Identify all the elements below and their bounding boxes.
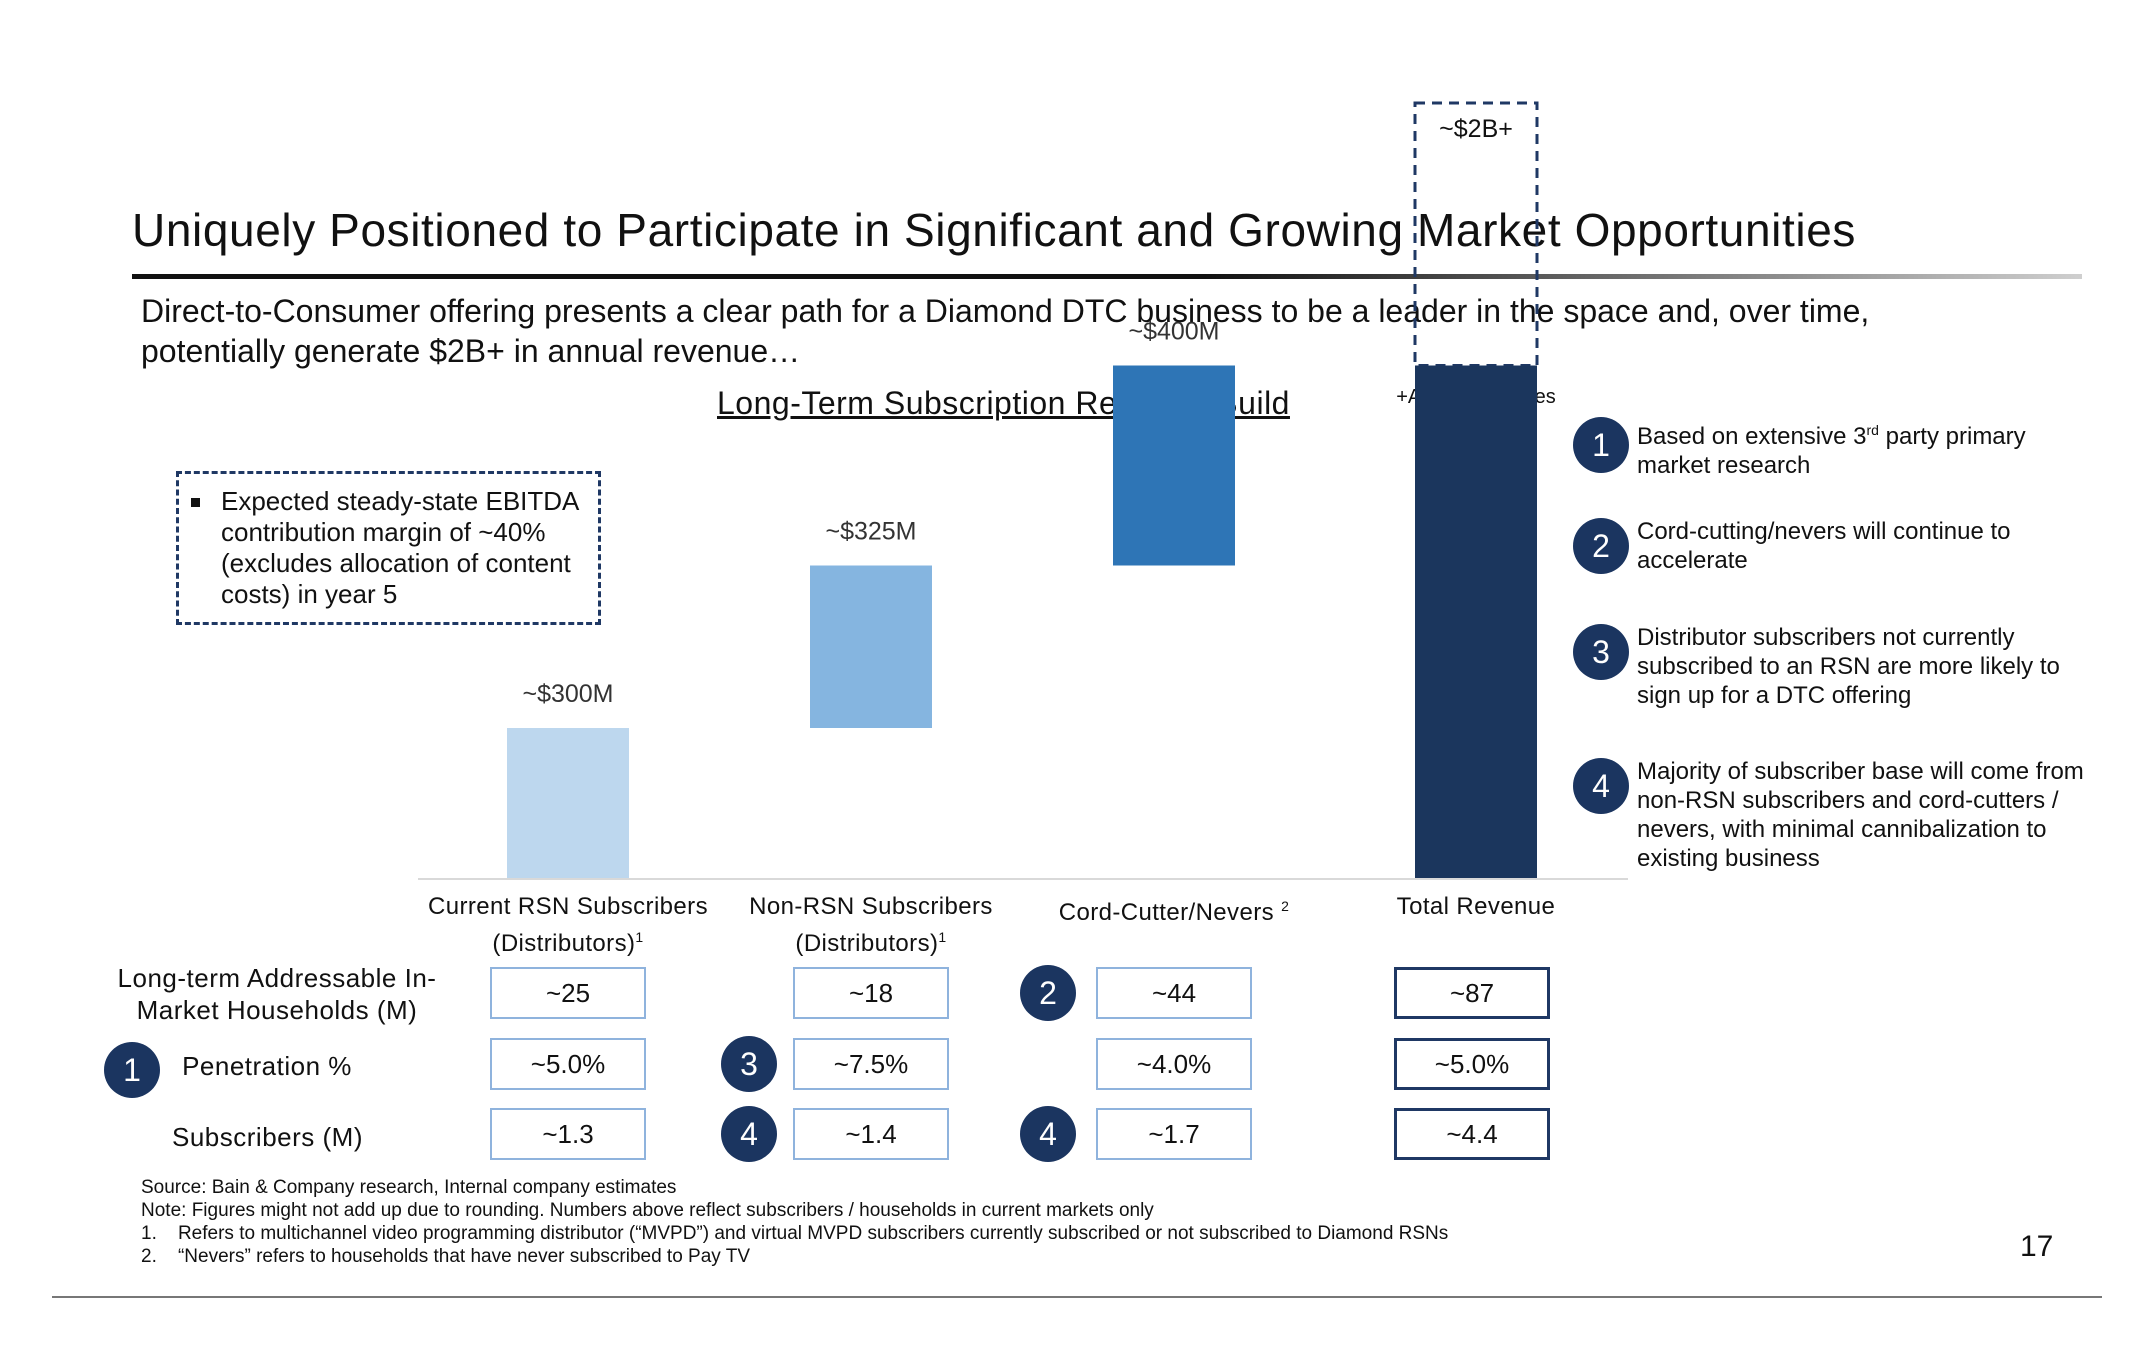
- footnotes: Source: Bain & Company research, Interna…: [141, 1176, 1448, 1268]
- table-cell: ~18: [793, 967, 949, 1019]
- side-note-text: Based on extensive 3rd party primary mar…: [1637, 416, 2097, 480]
- table-cell: ~1.7: [1096, 1108, 1252, 1160]
- ordinal-suffix: rd: [1866, 422, 1879, 438]
- footer-divider: [52, 1296, 2102, 1298]
- badge-2-icon: 2: [1020, 965, 1076, 1021]
- table-cell: ~4.4: [1394, 1108, 1550, 1160]
- badge-3-icon: 3: [721, 1036, 777, 1092]
- bar-1: [810, 565, 932, 728]
- table-cell: ~5.0%: [490, 1038, 646, 1090]
- row-label-subscribers: Subscribers (M): [172, 1122, 363, 1152]
- data-label-total: ~$2B+: [1439, 115, 1513, 143]
- category-label-3: Total Revenue: [1306, 891, 1646, 922]
- ebitda-callout-text: Expected steady-state EBITDA contributio…: [221, 486, 578, 609]
- title-divider: [132, 274, 2082, 279]
- footnote-2: 2. “Nevers” refers to households that ha…: [141, 1246, 751, 1267]
- page-number: 17: [2020, 1230, 2054, 1263]
- side-note-text: Majority of subscriber base will come fr…: [1637, 757, 2097, 873]
- data-label-1: ~$325M: [825, 518, 916, 546]
- side-badge-3-icon: 3: [1573, 624, 1629, 680]
- side-badge-4-icon: 4: [1573, 758, 1629, 814]
- category-label-line1: Non-RSN Subscribers: [749, 893, 993, 920]
- badge-4-icon: 4: [721, 1106, 777, 1162]
- table-cell: ~25: [490, 967, 646, 1019]
- data-label-0: ~$300M: [522, 680, 613, 708]
- footnote-ref: 1: [635, 929, 644, 945]
- category-label-line1: Cord-Cutter/Nevers 2: [1058, 898, 1290, 926]
- side-note-text-part: Based on extensive 3: [1637, 423, 1867, 450]
- footnote-ref: 1: [938, 929, 947, 945]
- side-note-text-part: Distributor subscribers not currently su…: [1637, 624, 2060, 709]
- side-note-text: Cord-cutting/nevers will continue to acc…: [1637, 517, 2097, 575]
- bullet-icon: [191, 498, 200, 507]
- side-badge-2-icon: 2: [1573, 518, 1629, 574]
- footnote-ref: 2: [1281, 898, 1290, 914]
- ebitda-callout-box: Expected steady-state EBITDA contributio…: [176, 471, 601, 625]
- side-note-text-part: Majority of subscriber base will come fr…: [1637, 758, 2084, 872]
- table-cell: ~87: [1394, 967, 1550, 1019]
- badge-4-icon: 4: [1020, 1106, 1076, 1162]
- footnote-1: 1. Refers to multichannel video programm…: [141, 1223, 1449, 1244]
- bar-3: [1415, 365, 1537, 878]
- source-note: Source: Bain & Company research, Interna…: [141, 1177, 677, 1198]
- category-label-line2: (Distributors)1: [795, 929, 947, 957]
- table-cell: ~4.0%: [1096, 1038, 1252, 1090]
- category-label-line1: Total Revenue: [1396, 893, 1556, 920]
- table-cell: ~7.5%: [793, 1038, 949, 1090]
- data-label-2: ~$400M: [1128, 318, 1219, 346]
- category-label-line2: (Distributors)1: [492, 929, 644, 957]
- side-note-text: Distributor subscribers not currently su…: [1637, 623, 2107, 710]
- side-note-text-part: Cord-cutting/nevers will continue to acc…: [1637, 518, 2011, 574]
- badge-1-icon: 1: [104, 1042, 160, 1098]
- page-subtitle: Direct-to-Consumer offering presents a c…: [141, 293, 1870, 369]
- bar-2: [1113, 365, 1235, 566]
- row-label-penetration: Penetration %: [182, 1051, 352, 1081]
- category-label-0: Current RSN Subscribers (Distributors)1: [398, 891, 738, 959]
- category-label-1: Non-RSN Subscribers (Distributors)1: [701, 891, 1041, 959]
- table-cell: ~44: [1096, 967, 1252, 1019]
- side-badge-1-icon: 1: [1573, 417, 1629, 473]
- page-title: Uniquely Positioned to Participate in Si…: [132, 204, 1856, 256]
- bar-0: [507, 728, 629, 878]
- rounding-note: Note: Figures might not add up due to ro…: [141, 1200, 1154, 1221]
- category-label-line1: Current RSN Subscribers: [428, 893, 708, 920]
- category-label-2: Cord-Cutter/Nevers 2: [1004, 891, 1344, 928]
- table-cell: ~1.3: [490, 1108, 646, 1160]
- table-cell: ~5.0%: [1394, 1038, 1550, 1090]
- row-label-households: Long-term Addressable In-Market Househol…: [117, 963, 437, 1025]
- side-note-text-part: party primary market research: [1637, 423, 2026, 479]
- table-cell: ~1.4: [793, 1108, 949, 1160]
